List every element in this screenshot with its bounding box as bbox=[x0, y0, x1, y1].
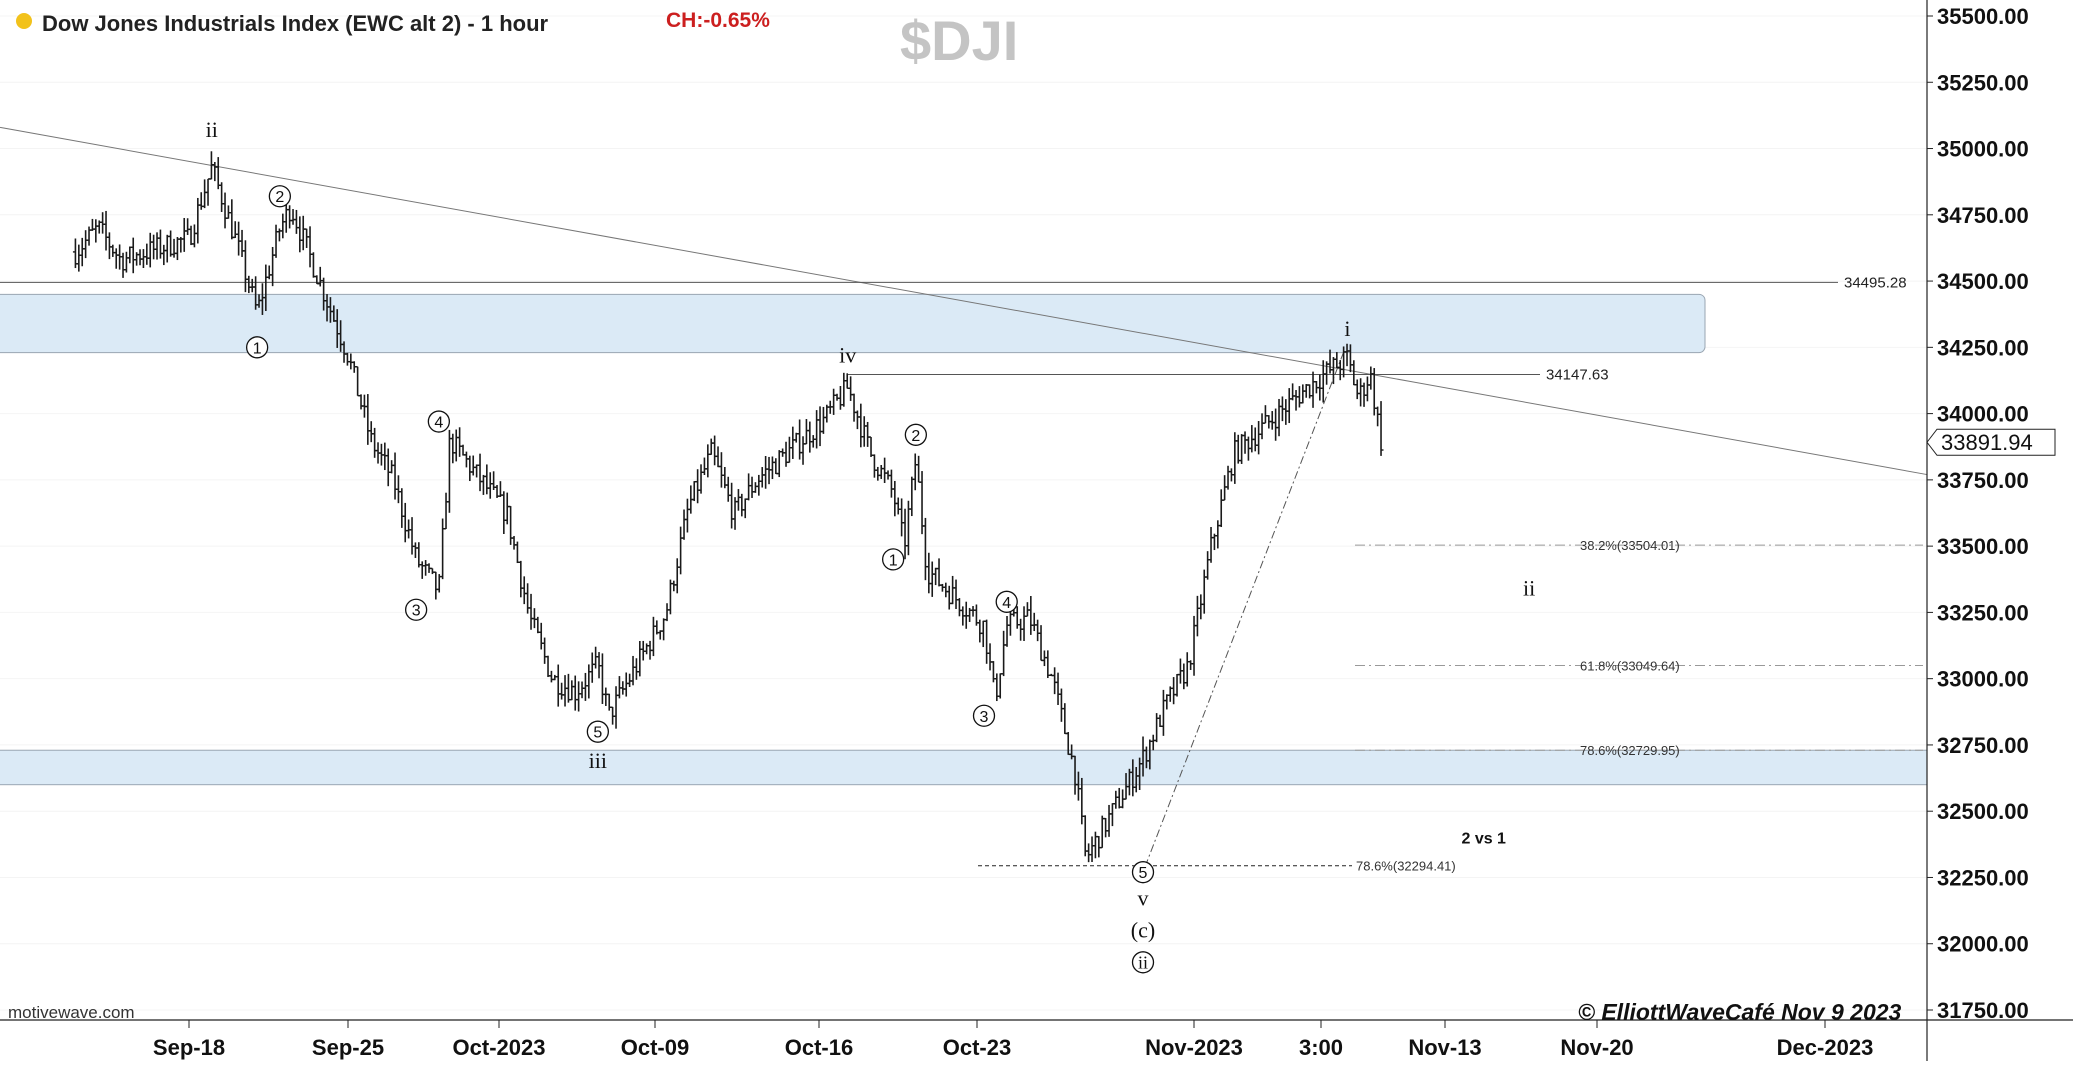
fib-anchor-line bbox=[1144, 352, 1344, 868]
wave-label: 3 bbox=[412, 603, 421, 620]
wave-label: v bbox=[1138, 886, 1149, 911]
y-tick-label: 32750.00 bbox=[1937, 733, 2029, 758]
chart-annotation: 2 vs 1 bbox=[1461, 831, 1506, 848]
x-tick-label: Sep-18 bbox=[153, 1035, 225, 1060]
y-tick-label: 34000.00 bbox=[1937, 402, 2029, 427]
wave-label-circle bbox=[1131, 861, 1155, 884]
wave-label: 1 bbox=[889, 552, 898, 569]
horizontal-level-label: 34147.63 bbox=[1546, 366, 1609, 383]
horizontal-level-label: 34495.28 bbox=[1844, 274, 1907, 291]
wave-label-circle bbox=[586, 720, 610, 743]
y-tick-label: 32250.00 bbox=[1937, 865, 2029, 890]
y-tick-label: 32500.00 bbox=[1937, 799, 2029, 824]
copyright-label: © ElliottWaveCafé Nov 9 2023 bbox=[1578, 999, 1902, 1025]
fib-level-label: 38.2%(33504.01) bbox=[1580, 538, 1680, 553]
wave-label-circle bbox=[995, 590, 1018, 613]
plot-area bbox=[0, 0, 1927, 1020]
wave-label-circle bbox=[404, 598, 428, 621]
last-price-label: 33891.94 bbox=[1941, 430, 2033, 455]
x-tick-label: Dec-2023 bbox=[1777, 1035, 1874, 1060]
wave-label: 5 bbox=[593, 725, 602, 742]
x-tick-label: Oct-16 bbox=[785, 1035, 853, 1060]
wave-label: 4 bbox=[434, 415, 443, 432]
wave-label: 1 bbox=[253, 340, 262, 357]
y-tick-label: 35000.00 bbox=[1937, 137, 2029, 162]
wave-label-circle bbox=[1131, 951, 1155, 974]
y-tick-label: 33750.00 bbox=[1937, 468, 2029, 493]
support-resistance-zone bbox=[0, 293, 1706, 354]
x-tick-label: Sep-25 bbox=[312, 1035, 384, 1060]
wave-label: 5 bbox=[1139, 865, 1148, 882]
wave-label: 2 bbox=[911, 428, 920, 445]
y-tick-label: 34750.00 bbox=[1937, 203, 2029, 228]
fib-level-label: 78.6%(32729.95) bbox=[1580, 743, 1680, 758]
x-tick-label: Oct-2023 bbox=[453, 1035, 546, 1060]
y-tick-label: 31750.00 bbox=[1937, 998, 2029, 1023]
x-tick-label: Oct-09 bbox=[621, 1035, 689, 1060]
x-tick-label: Nov-13 bbox=[1408, 1035, 1481, 1060]
x-tick-label: Nov-2023 bbox=[1145, 1035, 1243, 1060]
fib-level-label: 61.8%(33049.64) bbox=[1580, 659, 1680, 674]
y-tick-label: 35250.00 bbox=[1937, 70, 2029, 95]
change-label: CH:-0.65% bbox=[666, 9, 770, 32]
wave-label-circle bbox=[427, 410, 451, 433]
wave-label: 4 bbox=[1002, 595, 1011, 612]
wave-label-circle bbox=[245, 336, 269, 359]
wave-label: i bbox=[1344, 316, 1350, 341]
y-tick-label: 33250.00 bbox=[1937, 600, 2029, 625]
chart-title: Dow Jones Industrials Index (EWC alt 2) … bbox=[42, 11, 549, 36]
wave-label: iii bbox=[589, 748, 607, 773]
symbol-watermark: $DJI bbox=[900, 9, 1018, 72]
wave-label-circle bbox=[881, 548, 905, 571]
last-price-marker: 33891.94 bbox=[1926, 428, 2056, 456]
wave-label-circle bbox=[268, 185, 292, 208]
y-tick-label: 33000.00 bbox=[1937, 667, 2029, 692]
y-tick-label: 34250.00 bbox=[1937, 335, 2029, 360]
descending-trendline bbox=[0, 126, 1928, 476]
wave-label: ii bbox=[1523, 576, 1535, 601]
ohlc-bar bbox=[1378, 401, 1384, 456]
wave-label: 3 bbox=[980, 709, 989, 726]
source-label: motivewave.com bbox=[8, 1003, 135, 1022]
y-tick-label: 35500.00 bbox=[1937, 4, 2029, 29]
x-tick-label: Nov-20 bbox=[1560, 1035, 1633, 1060]
wave-label: 2 bbox=[275, 189, 284, 206]
y-tick-label: 32000.00 bbox=[1937, 932, 2029, 957]
fib-level-label: 78.6%(32294.41) bbox=[1356, 859, 1456, 874]
wave-label: ii bbox=[1138, 952, 1148, 972]
y-tick-label: 33500.00 bbox=[1937, 534, 2029, 559]
status-dot bbox=[16, 13, 32, 29]
x-tick-label: Oct-23 bbox=[943, 1035, 1011, 1060]
y-tick-label: 34500.00 bbox=[1937, 269, 2029, 294]
wave-label-circle bbox=[904, 423, 928, 446]
wave-label: iv bbox=[839, 342, 856, 367]
wave-label-circle bbox=[972, 704, 996, 727]
wave-label: ii bbox=[206, 117, 218, 142]
x-tick-label: 3:00 bbox=[1299, 1035, 1343, 1060]
wave-label: (c) bbox=[1131, 917, 1155, 942]
